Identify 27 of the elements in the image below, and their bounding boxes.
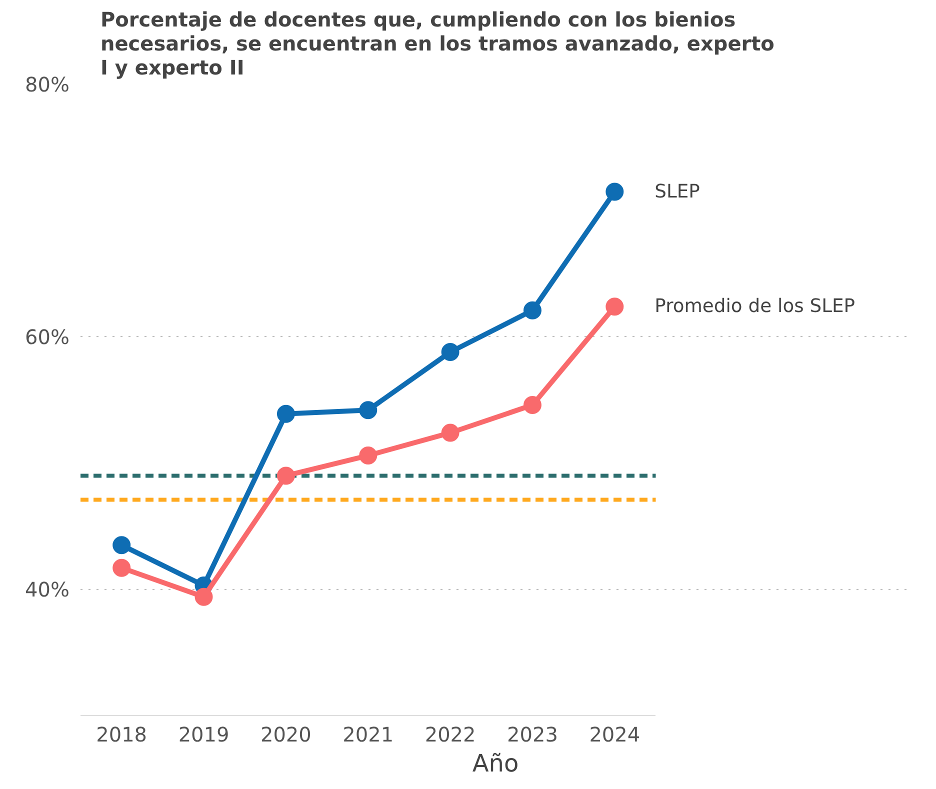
point (606, 182, 624, 201)
x-axis-title: Año (472, 750, 519, 778)
x-tick-label: 2021 (342, 722, 394, 746)
x-tick-label: 2020 (260, 722, 312, 746)
point (359, 446, 378, 465)
point (441, 424, 460, 442)
x-tick-label: 2022 (424, 722, 476, 746)
point (276, 466, 295, 485)
y-tick-label: 60% (25, 324, 70, 349)
y-tick-label: 80% (25, 72, 70, 96)
series-label: SLEP (654, 181, 700, 202)
point (194, 588, 213, 606)
point (523, 301, 542, 320)
x-tick-label: 2018 (96, 722, 148, 746)
point (441, 343, 460, 362)
point (112, 536, 131, 554)
point (112, 558, 131, 577)
point (523, 396, 542, 414)
point (359, 401, 378, 420)
y-tick-label: 40% (25, 577, 70, 602)
x-tick-label: 2019 (178, 722, 230, 746)
point (606, 298, 624, 316)
chart-title: Porcentaje de docentes que, cumpliendo con los bienios necesarios, se encuentran en los tramos avanzado, experto I y experto II (100, 8, 774, 80)
x-tick-label: 2024 (589, 722, 640, 746)
x-tick-label: 2023 (507, 722, 558, 746)
point (276, 404, 295, 423)
series-label: Promedio de los SLEP (654, 296, 856, 318)
